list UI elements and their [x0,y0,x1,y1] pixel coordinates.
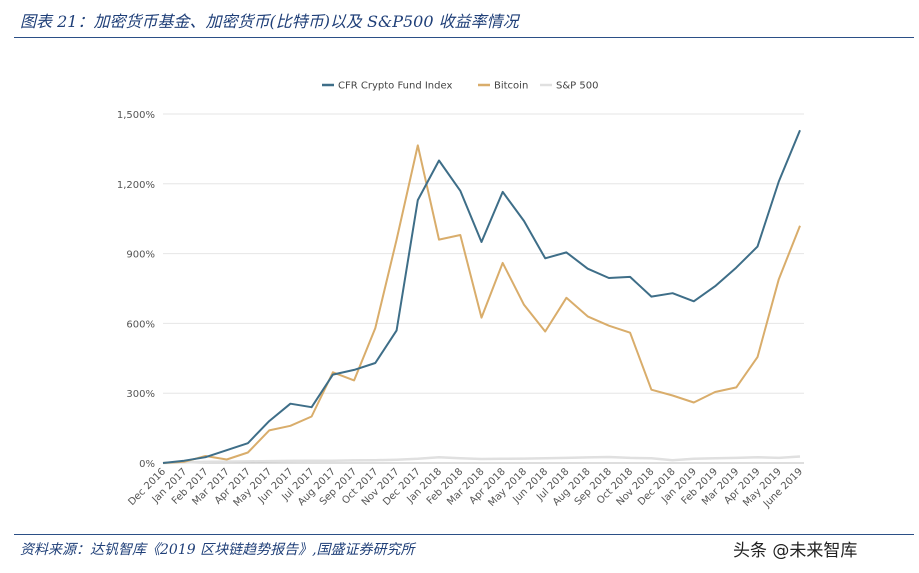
y-tick-label: 1,500% [117,110,155,121]
gridlines [163,113,804,464]
source-note: 资料来源：达钒智库《2019 区块链趋势报告》,国盛证券研究所 [20,542,415,558]
y-tick-label: 600% [126,319,155,330]
watermark: 头条 @未来智库 [733,541,858,561]
series-line-cfr-crypto-fund-index [162,129,801,464]
figure-title: 图表 21：加密货币基金、加密货币(比特币)以及 S&P500 收益率情况 [20,12,519,31]
series-line-s-p-500 [162,455,801,465]
legend-label-bitcoin: Bitcoin [494,81,528,92]
legend-label-cfr-crypto-fund-index: CFR Crypto Fund Index [338,81,452,92]
top-rule [14,37,914,38]
y-tick-label: 1,200% [117,180,155,191]
y-tick-label: 300% [126,389,155,400]
y-axis-ticks: 0% 300% 600% 900% 1,200% 1,500% [117,110,155,470]
y-tick-label: 0% [139,459,155,470]
legend: CFR Crypto Fund Index Bitcoin S&P 500 [322,81,598,92]
series-line-bitcoin [162,144,801,464]
bottom-rule [14,534,914,535]
series-lines [162,129,801,465]
legend-label-s-p-500: S&P 500 [556,81,598,92]
y-tick-label: 900% [126,250,155,261]
